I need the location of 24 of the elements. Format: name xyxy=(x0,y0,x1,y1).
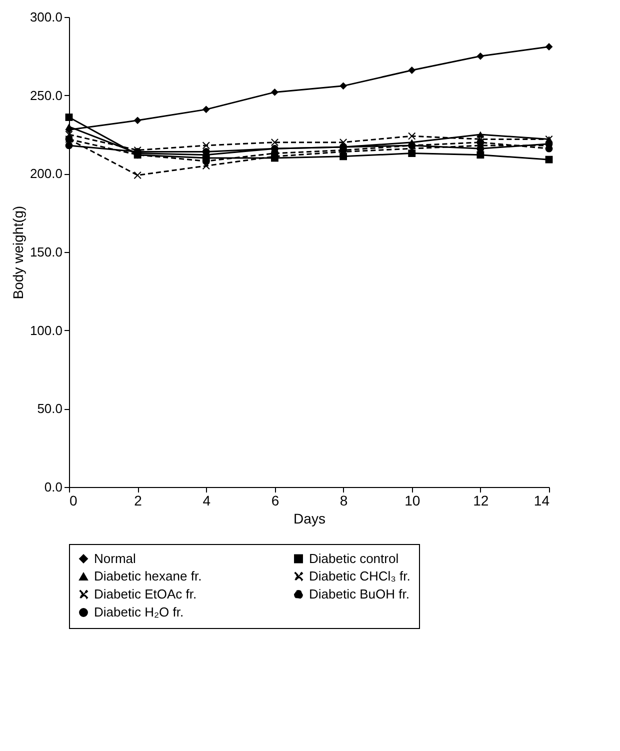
x-tick-label: 8 xyxy=(340,492,348,508)
x-tick-label: 4 xyxy=(202,492,211,508)
y-tick-label: 300.0 xyxy=(30,10,62,24)
legend-label: Normal xyxy=(94,550,136,566)
y-tick-label: 50.0 xyxy=(37,401,62,416)
y-axis-title: Body weight(g) xyxy=(10,206,26,300)
x-tick-label: 6 xyxy=(271,492,280,508)
y-tick-label: 0.0 xyxy=(44,480,62,494)
x-axis-title: Days xyxy=(294,510,326,526)
y-tick-label: 250.0 xyxy=(30,88,62,103)
legend-label: Diabetic BuOH fr. xyxy=(309,586,410,602)
x-tick-label: 0 xyxy=(70,492,78,508)
y-tick-label: 150.0 xyxy=(30,244,62,260)
x-tick-label: 12 xyxy=(473,492,489,508)
legend-label: Diabetic EtOAc fr. xyxy=(94,586,197,602)
y-tick-label: 200.0 xyxy=(30,166,62,182)
x-tick-label: 2 xyxy=(134,492,142,508)
x-tick-label: 10 xyxy=(404,492,420,508)
legend-label: Diabetic CHCl₃ fr. xyxy=(309,568,410,584)
legend-label: Diabetic H₂O fr. xyxy=(94,604,184,620)
y-tick-label: 100.0 xyxy=(30,322,62,338)
x-tick-label: 14 xyxy=(534,492,550,508)
legend-label: Diabetic control xyxy=(309,550,399,566)
legend-label: Diabetic hexane fr. xyxy=(94,568,202,584)
